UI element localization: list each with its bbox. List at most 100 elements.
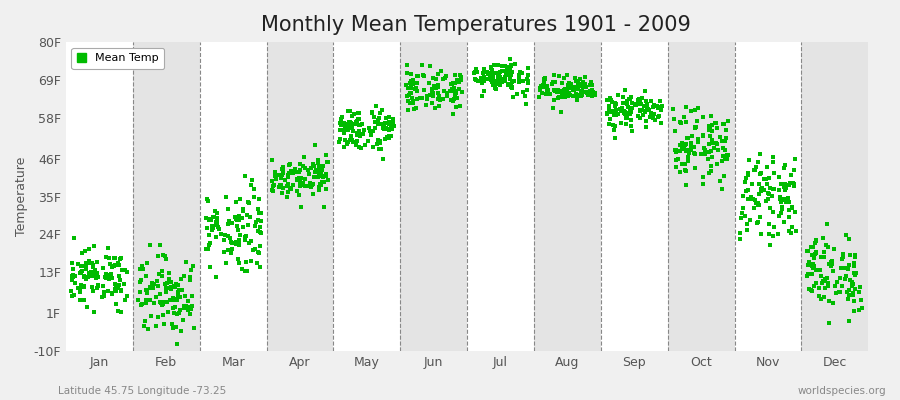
Point: [579, 84, 593, 90]
Point: [292, 174, 306, 181]
Point: [824, 260, 839, 267]
Point: [805, 288, 819, 295]
Point: [380, 125, 394, 132]
Point: [383, 133, 398, 139]
Point: [564, 84, 579, 91]
Point: [108, 286, 122, 293]
Point: [248, 223, 263, 230]
Point: [824, 262, 839, 268]
Point: [427, 82, 441, 89]
Point: [705, 137, 719, 144]
Point: [415, 95, 429, 102]
Point: [757, 176, 771, 182]
Point: [355, 121, 369, 127]
Point: [688, 107, 703, 114]
Point: [202, 232, 216, 238]
Point: [808, 237, 823, 243]
Point: [570, 94, 584, 100]
Point: [406, 100, 420, 106]
Point: [851, 306, 866, 313]
Point: [608, 135, 622, 142]
Point: [354, 145, 368, 152]
Point: [521, 78, 535, 84]
Point: [156, 301, 170, 308]
Point: [425, 86, 439, 92]
Point: [307, 174, 321, 180]
Point: [653, 98, 668, 104]
Point: [738, 213, 752, 220]
Point: [165, 321, 179, 327]
Point: [284, 184, 299, 191]
Point: [688, 144, 702, 150]
Point: [667, 116, 681, 122]
Point: [449, 94, 464, 101]
Point: [501, 81, 516, 87]
Point: [104, 270, 118, 277]
Point: [409, 85, 423, 91]
Point: [423, 91, 437, 98]
Point: [536, 76, 551, 82]
Point: [242, 200, 256, 206]
Point: [298, 182, 312, 189]
Point: [219, 260, 233, 266]
Point: [87, 271, 102, 277]
Point: [290, 188, 304, 195]
Point: [836, 253, 850, 260]
Point: [616, 94, 630, 100]
Point: [568, 92, 582, 98]
Point: [476, 74, 491, 81]
Point: [73, 270, 87, 276]
Point: [434, 67, 448, 74]
Point: [854, 305, 868, 312]
Point: [156, 312, 170, 318]
Point: [673, 169, 688, 176]
Point: [848, 272, 862, 278]
Point: [491, 78, 506, 84]
Point: [477, 67, 491, 73]
Point: [176, 316, 190, 323]
Point: [631, 96, 645, 103]
Point: [377, 136, 392, 142]
Point: [382, 135, 397, 141]
Point: [418, 102, 433, 108]
Point: [432, 96, 446, 102]
Point: [244, 238, 258, 244]
Point: [822, 298, 836, 304]
Point: [368, 103, 382, 109]
Point: [313, 171, 328, 178]
Point: [652, 113, 666, 119]
Point: [475, 70, 490, 76]
Point: [88, 274, 103, 281]
Point: [603, 109, 617, 115]
Point: [498, 75, 512, 81]
Point: [634, 100, 648, 107]
Point: [813, 266, 827, 273]
Point: [512, 78, 526, 84]
Point: [838, 265, 852, 271]
Point: [742, 217, 757, 224]
Point: [85, 284, 99, 290]
Point: [742, 157, 757, 164]
Y-axis label: Temperature: Temperature: [15, 157, 28, 236]
Point: [682, 150, 697, 156]
Point: [105, 290, 120, 296]
Point: [835, 255, 850, 262]
Point: [651, 103, 665, 110]
Point: [679, 148, 693, 155]
Point: [493, 74, 508, 80]
Point: [86, 309, 101, 315]
Point: [406, 98, 420, 105]
Point: [652, 105, 666, 111]
Point: [781, 228, 796, 235]
Point: [316, 174, 330, 180]
Point: [179, 303, 194, 309]
Point: [807, 263, 822, 270]
Point: [428, 84, 443, 91]
Point: [112, 262, 126, 268]
Point: [484, 64, 499, 70]
Point: [77, 297, 92, 303]
Point: [487, 70, 501, 76]
Point: [448, 92, 463, 98]
Point: [588, 90, 602, 96]
Point: [402, 92, 417, 99]
